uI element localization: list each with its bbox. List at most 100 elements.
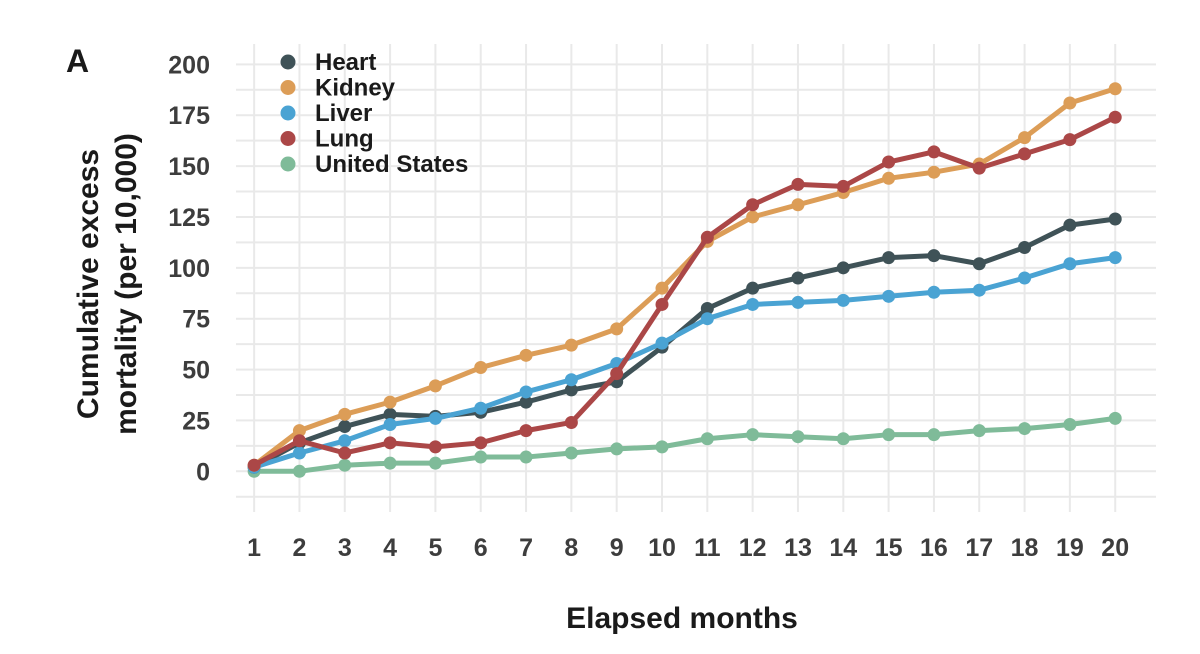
data-point-kidney-month-6 — [474, 361, 488, 375]
x-tick-label: 11 — [694, 534, 721, 562]
data-point-liver-month-20 — [1108, 251, 1122, 265]
data-point-lung-month-19 — [1063, 133, 1077, 147]
data-point-liver-month-14 — [836, 293, 850, 307]
data-point-kidney-month-20 — [1108, 82, 1122, 96]
series-line-liver — [251, 255, 1118, 470]
data-point-united-states-month-7 — [519, 450, 533, 464]
data-point-liver-month-13 — [791, 295, 805, 309]
x-tick-label: 3 — [338, 534, 352, 562]
data-point-lung-month-18 — [1018, 147, 1032, 161]
legend-item-lung: Lung — [280, 126, 374, 153]
data-point-lung-month-3 — [338, 446, 352, 460]
series-heart — [247, 212, 1122, 474]
x-tick-label: 16 — [920, 534, 948, 562]
data-point-heart-month-15 — [882, 251, 896, 265]
data-point-kidney-month-19 — [1063, 96, 1077, 110]
data-point-lung-month-12 — [746, 198, 760, 212]
data-point-lung-month-11 — [700, 230, 714, 244]
data-point-liver-month-19 — [1063, 257, 1077, 271]
data-point-lung-month-1 — [247, 458, 261, 472]
x-tick-label: 18 — [1011, 534, 1039, 562]
legend-marker-liver — [280, 105, 296, 121]
series-liver — [247, 251, 1122, 474]
data-point-heart-month-19 — [1063, 218, 1077, 232]
x-tick-label: 4 — [383, 534, 397, 562]
y-tick-label: 200 — [168, 51, 210, 79]
data-point-lung-month-6 — [474, 436, 488, 450]
data-point-heart-month-8 — [564, 383, 578, 397]
y-axis-title-line-2: mortality (per 10,000) — [110, 133, 143, 435]
data-point-liver-month-5 — [428, 411, 442, 425]
x-tick-label: 5 — [428, 534, 442, 562]
x-tick-label: 1 — [247, 534, 261, 562]
data-point-liver-month-18 — [1018, 271, 1032, 285]
x-tick-label: 20 — [1101, 534, 1129, 562]
y-tick-label: 50 — [182, 357, 210, 385]
x-tick-label: 15 — [875, 534, 903, 562]
x-tick-label: 12 — [739, 534, 767, 562]
data-point-lung-month-17 — [972, 161, 986, 175]
data-point-kidney-month-10 — [655, 281, 669, 295]
data-point-liver-month-2 — [292, 446, 306, 460]
x-tick-label: 6 — [474, 534, 488, 562]
data-point-heart-month-7 — [519, 395, 533, 409]
data-point-heart-month-18 — [1018, 240, 1032, 254]
data-point-united-states-month-13 — [791, 430, 805, 444]
data-point-united-states-month-2 — [292, 464, 306, 478]
data-point-kidney-month-3 — [338, 407, 352, 421]
series-line-heart — [251, 216, 1118, 470]
data-point-united-states-month-20 — [1108, 411, 1122, 425]
data-point-lung-month-2 — [292, 434, 306, 448]
x-axis-title: Elapsed months — [566, 602, 798, 635]
series-line-united-states — [251, 415, 1118, 474]
legend-label-lung: Lung — [315, 126, 374, 153]
data-point-lung-month-15 — [882, 155, 896, 169]
series-line-lung — [251, 114, 1118, 468]
series-lung — [247, 110, 1122, 472]
x-axis-ticks: 1 2 3 4 5 6 7 8 9 10 11 12 13 14 15 16 17 18 19 20 — [247, 534, 1129, 562]
y-tick-label: 25 — [182, 407, 210, 435]
data-point-liver-month-6 — [474, 401, 488, 415]
data-point-united-states-month-17 — [972, 424, 986, 438]
legend-marker-united-states — [280, 156, 296, 172]
series-united-states — [247, 411, 1122, 478]
data-point-lung-month-14 — [836, 179, 850, 193]
data-point-heart-month-14 — [836, 261, 850, 275]
data-point-kidney-month-8 — [564, 338, 578, 352]
legend-marker-lung — [280, 131, 296, 146]
y-tick-label: 150 — [168, 153, 210, 181]
data-point-heart-month-4 — [383, 407, 397, 421]
y-axis-title: Cumulative excess mortality (per 10,000) — [72, 133, 143, 435]
data-point-united-states-month-12 — [746, 428, 760, 442]
data-point-liver-month-10 — [655, 336, 669, 350]
data-point-heart-month-17 — [972, 257, 986, 271]
legend-marker-kidney — [280, 80, 296, 95]
x-tick-label: 7 — [519, 534, 533, 562]
x-tick-label: 17 — [965, 534, 993, 562]
y-tick-label: 0 — [196, 458, 210, 486]
x-tick-label: 2 — [292, 534, 306, 562]
data-point-heart-month-16 — [927, 249, 941, 263]
data-point-kidney-month-7 — [519, 348, 533, 362]
data-point-kidney-month-5 — [428, 379, 442, 393]
data-point-kidney-month-4 — [383, 395, 397, 409]
x-tick-label: 13 — [784, 534, 812, 562]
data-point-heart-month-20 — [1108, 212, 1122, 226]
data-point-lung-month-13 — [791, 177, 805, 191]
panel-label: A — [66, 43, 89, 79]
data-point-heart-month-12 — [746, 281, 760, 295]
legend-label-united-states: United States — [315, 151, 468, 178]
data-point-lung-month-7 — [519, 424, 533, 438]
data-point-united-states-month-19 — [1063, 418, 1077, 432]
x-tick-label: 14 — [829, 534, 857, 562]
data-point-liver-month-8 — [564, 373, 578, 387]
data-point-lung-month-8 — [564, 415, 578, 429]
data-point-liver-month-7 — [519, 385, 533, 399]
data-point-united-states-month-10 — [655, 440, 669, 454]
legend-label-heart: Heart — [315, 49, 376, 76]
data-point-liver-month-3 — [338, 434, 352, 448]
x-tick-label: 19 — [1056, 534, 1084, 562]
y-tick-label: 125 — [168, 204, 210, 232]
